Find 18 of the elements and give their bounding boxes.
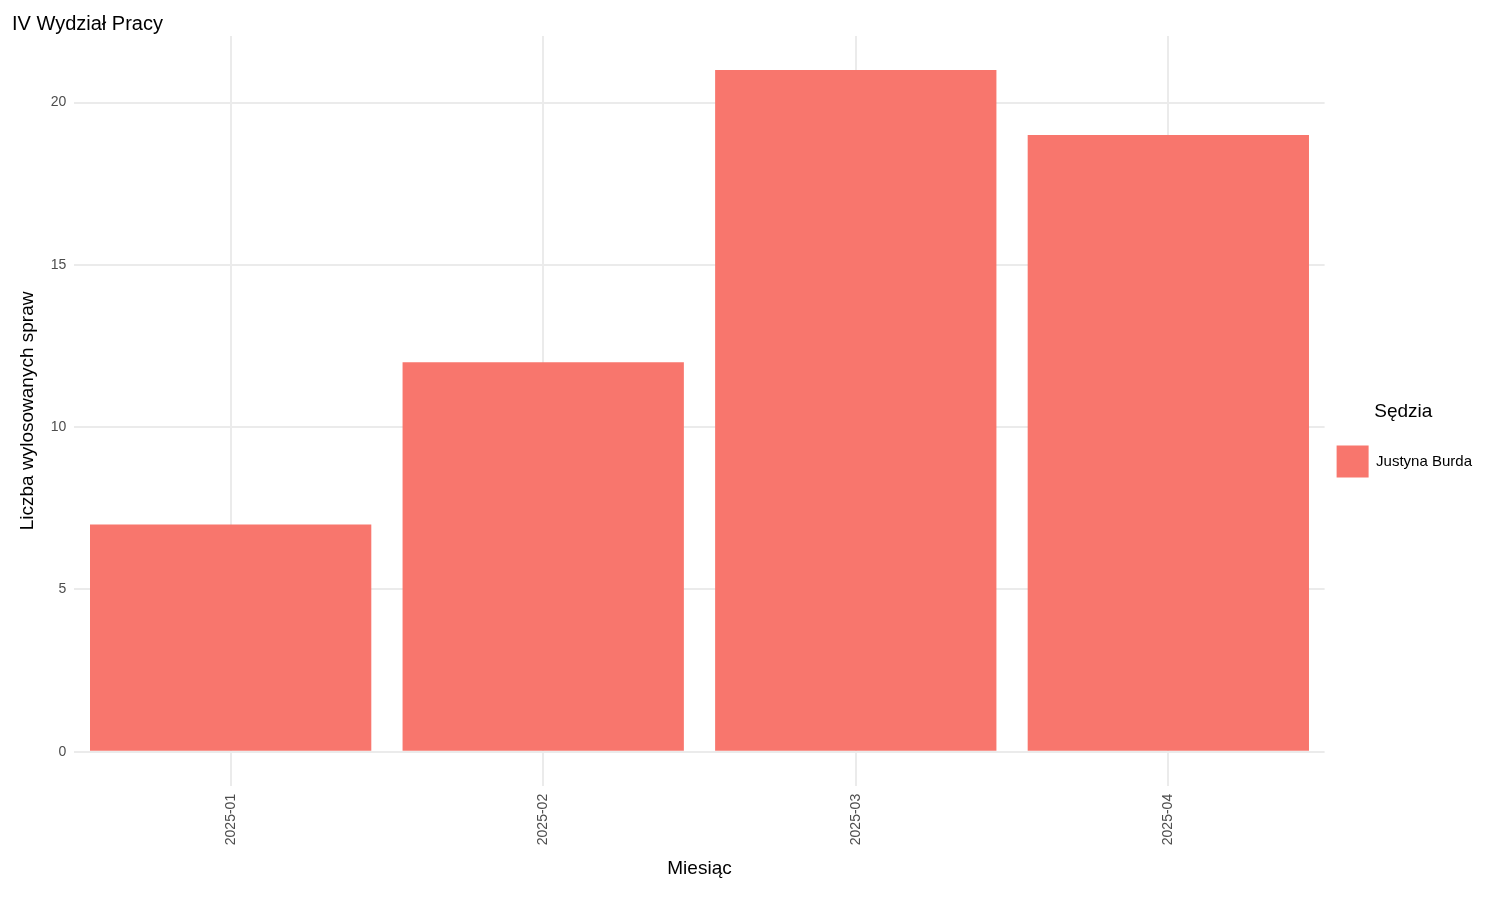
y-tick-label: 5 bbox=[58, 580, 67, 597]
y-axis-title: Liczba wylosowanych spraw bbox=[15, 291, 37, 531]
bar bbox=[1027, 135, 1309, 751]
legend-label: Justyna Burda bbox=[1376, 451, 1473, 469]
x-axis-title: Miesiąc bbox=[667, 856, 732, 878]
y-tick-label: 20 bbox=[50, 93, 67, 110]
bar bbox=[402, 362, 684, 751]
x-tick-label: 2025-02 bbox=[534, 793, 551, 846]
y-tick-label: 10 bbox=[50, 418, 67, 434]
legend-title: Sędzia bbox=[1374, 400, 1433, 422]
y-tick-label: 0 bbox=[58, 742, 67, 759]
x-tick-label: 2025-04 bbox=[1159, 793, 1176, 846]
y-tick-label: 15 bbox=[50, 255, 67, 272]
x-tick-label: 2025-03 bbox=[846, 793, 863, 846]
chart-title: IV Wydział Pracy bbox=[12, 11, 163, 34]
bar bbox=[90, 524, 372, 751]
bar bbox=[715, 70, 997, 751]
x-tick-label: 2025-01 bbox=[221, 793, 238, 846]
